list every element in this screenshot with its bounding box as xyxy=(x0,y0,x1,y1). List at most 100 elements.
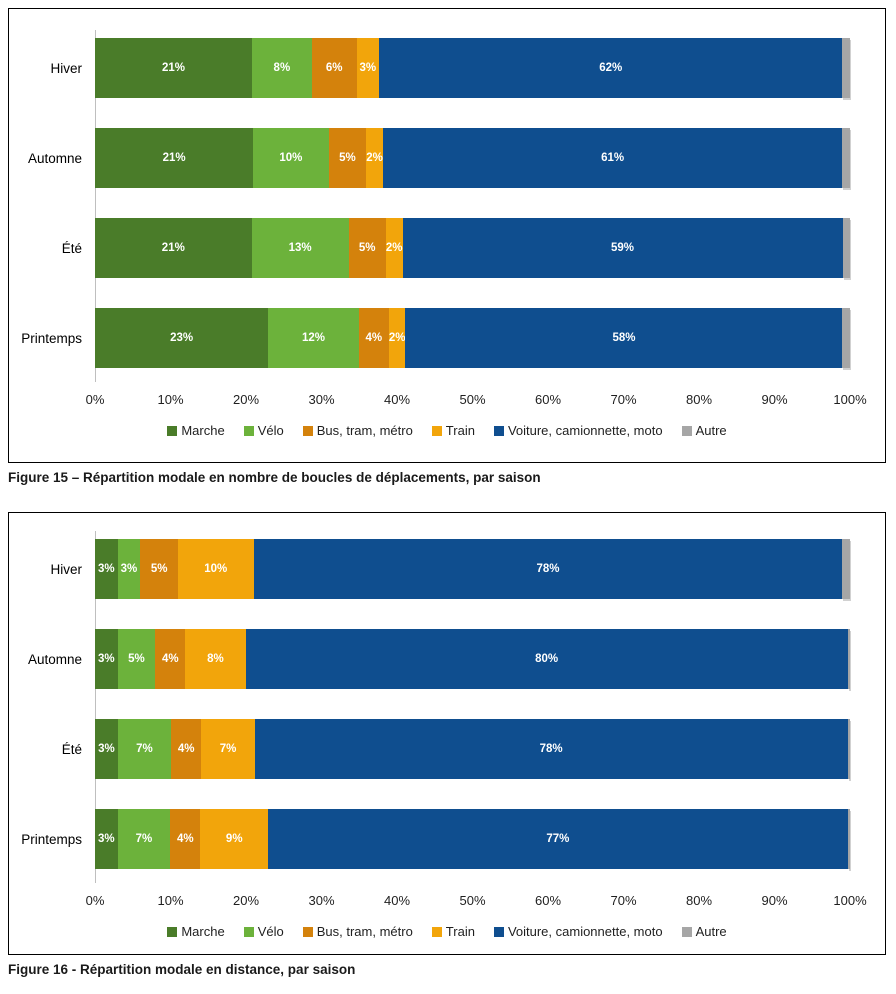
legend-item: Train xyxy=(431,423,475,438)
legend-item: Autre xyxy=(681,423,727,438)
bar-segment: 4% xyxy=(358,308,389,368)
legend-item: Voiture, camionnette, moto xyxy=(493,924,663,939)
bar-segment: 2% xyxy=(366,128,383,188)
bar-value-label: 2% xyxy=(385,242,403,254)
bar-segment: 2% xyxy=(388,308,406,368)
bar-segment xyxy=(847,809,850,869)
bar-segment: 6% xyxy=(311,38,357,98)
bar-value-label: 7% xyxy=(135,833,153,845)
bar-segment: 77% xyxy=(268,809,848,869)
legend-swatch xyxy=(681,425,692,436)
bar-segment: 62% xyxy=(379,38,843,98)
bar-value-label: 7% xyxy=(219,743,237,755)
bar-row: Automne 21% 10% 5% 2% 61% xyxy=(9,128,885,188)
bar-track: 3% 5% 4% 8% 80% xyxy=(95,629,850,689)
bar-row: Printemps 23% 12% 4% 2% 58% xyxy=(9,308,885,368)
category-label: Printemps xyxy=(21,831,82,847)
axis-tick-label: 10% xyxy=(157,893,184,908)
legend-swatch xyxy=(681,926,692,937)
category-label: Hiver xyxy=(50,561,82,577)
legend-swatch xyxy=(302,425,313,436)
legend-item: Bus, tram, métro xyxy=(302,924,413,939)
bar-row: Été 3% 7% 4% 7% 78% xyxy=(9,719,885,779)
bar-row: Hiver 3% 3% 5% 10% 78% xyxy=(9,539,885,599)
legend-swatch xyxy=(167,425,178,436)
bar-track: 3% 7% 4% 7% 78% xyxy=(95,719,850,779)
bar-segment: 59% xyxy=(402,218,843,278)
axis-tick-label: 70% xyxy=(610,893,637,908)
bar-value-label: 5% xyxy=(358,242,376,254)
legend-label: Marche xyxy=(181,423,225,438)
bars-area: Hiver 3% 3% 5% 10% 78% Automne 3% 5% 4% 8% 80% Été 3%… xyxy=(9,513,885,869)
bar-value-label: 23% xyxy=(170,332,194,344)
bar-segment: 4% xyxy=(155,629,186,689)
legend-item: Autre xyxy=(681,924,727,939)
bar-segment: 78% xyxy=(254,719,848,779)
axis-tick-label: 60% xyxy=(534,392,562,407)
bar-track: 21% 13% 5% 2% 59% xyxy=(95,218,850,278)
bar-segment xyxy=(842,308,850,368)
bar-segment: 10% xyxy=(253,128,329,188)
y-axis-line xyxy=(95,531,96,883)
legend-swatch xyxy=(167,926,178,937)
bar-value-label: 4% xyxy=(177,833,194,845)
bar-segment: 3% xyxy=(117,539,141,599)
bar-value-label: 3% xyxy=(98,563,115,575)
axis-tick-label: 20% xyxy=(232,392,260,407)
axis-tick-label: 30% xyxy=(308,392,335,407)
chart-modal-split-trips: Hiver 21% 8% 6% 3% 62% Automne 21% 10% 5% 2% 61% Été… xyxy=(8,8,886,463)
bar-value-label: 12% xyxy=(301,332,326,344)
bar-value-label: 62% xyxy=(599,62,623,74)
bar-segment: 12% xyxy=(268,308,359,368)
axis-tick-label: 10% xyxy=(157,392,184,407)
axis-tick-label: 70% xyxy=(610,392,637,407)
axis-tick-label: 90% xyxy=(761,893,788,908)
bar-segment: 80% xyxy=(245,629,848,689)
bar-value-label: 8% xyxy=(207,653,224,665)
legend-label: Voiture, camionnette, moto xyxy=(507,423,663,438)
legend-label: Vélo xyxy=(257,924,284,939)
bar-segment: 58% xyxy=(405,308,843,368)
bar-track: 3% 7% 4% 9% 77% xyxy=(95,809,850,869)
bar-value-label: 78% xyxy=(536,563,560,575)
bar-segment: 3% xyxy=(356,38,380,98)
bar-segment: 13% xyxy=(251,218,349,278)
bar-value-label: 21% xyxy=(161,242,185,254)
axis-tick-label: 40% xyxy=(383,392,411,407)
bar-value-label: 10% xyxy=(279,152,303,164)
bar-segment: 78% xyxy=(253,539,843,599)
bar-value-label: 77% xyxy=(546,833,570,845)
legend-label: Bus, tram, métro xyxy=(316,423,413,438)
bar-value-label: 4% xyxy=(161,653,179,665)
bar-track: 23% 12% 4% 2% 58% xyxy=(95,308,850,368)
legend-item: Marche xyxy=(167,423,225,438)
legend-label: Voiture, camionnette, moto xyxy=(507,924,663,939)
bar-segment xyxy=(842,128,850,188)
bar-segment: 9% xyxy=(200,809,269,869)
bar-value-label: 59% xyxy=(611,242,635,254)
axis-tick-label: 100% xyxy=(833,893,867,908)
legend-item: Marche xyxy=(167,924,225,939)
bar-value-label: 3% xyxy=(359,62,377,74)
category-label: Été xyxy=(61,240,82,256)
category-label: Hiver xyxy=(50,60,82,76)
legend-item: Train xyxy=(431,924,475,939)
legend-swatch xyxy=(243,926,254,937)
bar-row: Hiver 21% 8% 6% 3% 62% xyxy=(9,38,885,98)
bar-value-label: 6% xyxy=(325,62,343,74)
legend-swatch xyxy=(431,926,442,937)
legend-label: Vélo xyxy=(257,423,284,438)
bar-segment: 7% xyxy=(201,719,255,779)
bar-segment xyxy=(847,629,850,689)
bar-segment: 4% xyxy=(171,719,202,779)
legend-swatch xyxy=(493,425,504,436)
bar-value-label: 78% xyxy=(539,743,563,755)
legend-swatch xyxy=(302,926,313,937)
figure-16: Hiver 3% 3% 5% 10% 78% Automne 3% 5% 4% 8% 80% Été 3%… xyxy=(8,512,888,979)
bar-track: 21% 8% 6% 3% 62% xyxy=(95,38,850,98)
legend-swatch xyxy=(243,425,254,436)
figure-15: Hiver 21% 8% 6% 3% 62% Automne 21% 10% 5% 2% 61% Été… xyxy=(8,8,888,487)
bar-segment: 3% xyxy=(95,539,118,599)
bar-segment: 5% xyxy=(328,128,367,188)
x-axis-ticks: 0% 10% 20% 30% 40% 50% 60% 70% 80% 90% 100% xyxy=(86,893,867,910)
